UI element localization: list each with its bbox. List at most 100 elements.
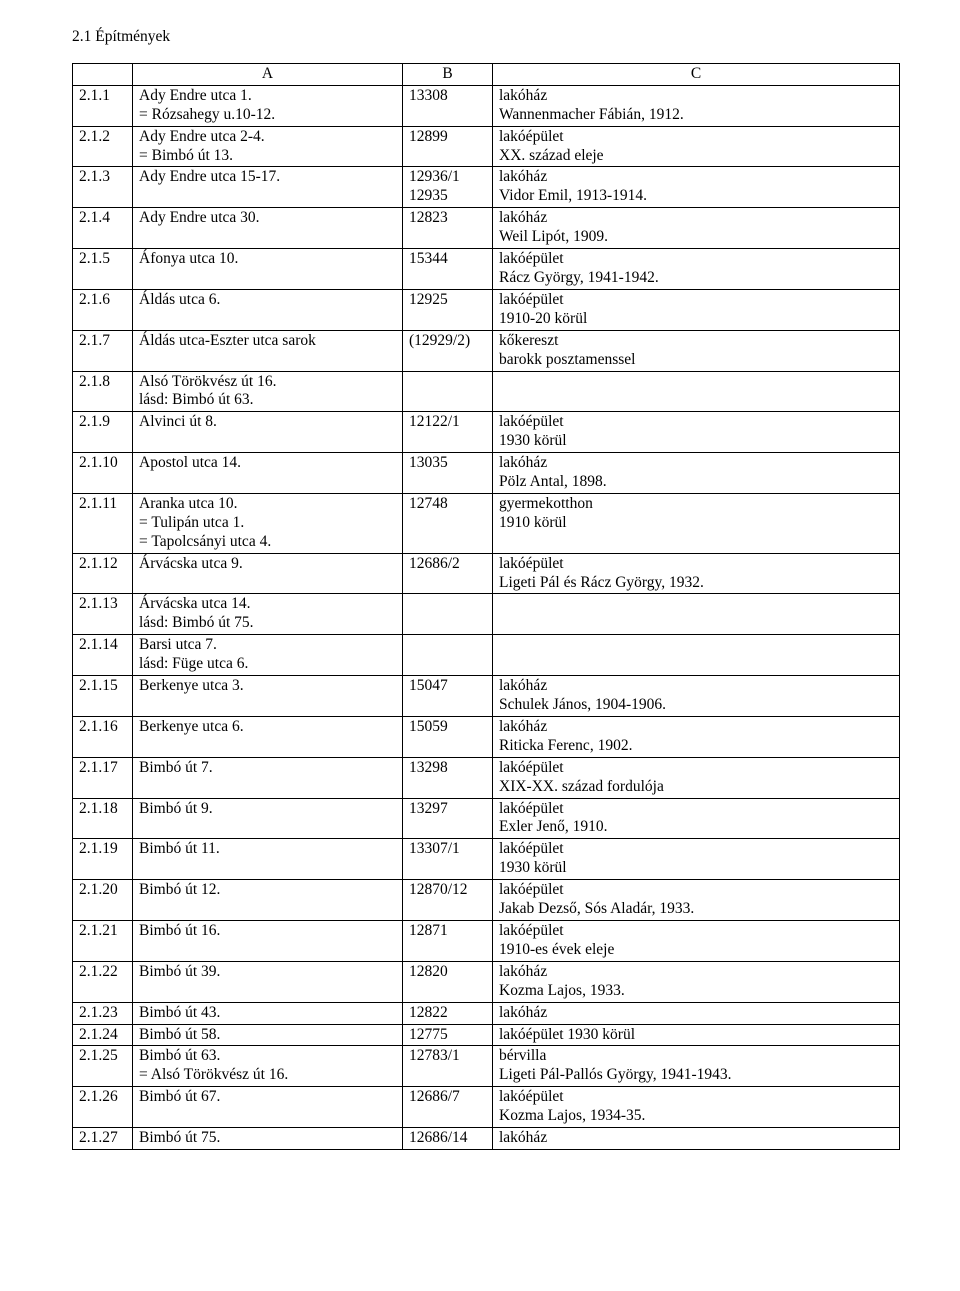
cell-index: 2.1.10 <box>73 453 133 494</box>
cell-text-line: Barsi utca 7. <box>139 636 396 655</box>
cell-index: 2.1.6 <box>73 289 133 330</box>
cell-parcel: 12925 <box>403 289 493 330</box>
table-row: 2.1.6Áldás utca 6.12925lakóépület1910-20… <box>73 289 900 330</box>
cell-text-line: 12686/2 <box>409 555 486 574</box>
cell-text-line: 1910-es évek eleje <box>499 941 893 960</box>
cell-description: lakóépület1930 körül <box>493 412 900 453</box>
cell-text-line: lakóház <box>499 454 893 473</box>
cell-text-line: Bimbó út 12. <box>139 881 396 900</box>
cell-text-line: Bimbó út 7. <box>139 759 396 778</box>
cell-parcel: 12820 <box>403 961 493 1002</box>
cell-text-line: lakóépület <box>499 922 893 941</box>
cell-parcel: 15344 <box>403 249 493 290</box>
cell-description: gyermekotthon1910 körül <box>493 493 900 553</box>
cell-index: 2.1.25 <box>73 1046 133 1087</box>
cell-index: 2.1.3 <box>73 167 133 208</box>
col-header-idx <box>73 63 133 85</box>
table-row: 2.1.1Ady Endre utca 1.= Rózsahegy u.10-1… <box>73 85 900 126</box>
cell-text-line: Weil Lipót, 1909. <box>499 228 893 247</box>
cell-parcel: 12870/12 <box>403 880 493 921</box>
cell-description: lakóházPölz Antal, 1898. <box>493 453 900 494</box>
cell-text-line: lakóépület 1930 körül <box>499 1026 893 1045</box>
cell-description: kőkeresztbarokk posztamenssel <box>493 330 900 371</box>
cell-address: Bimbó út 58. <box>133 1024 403 1046</box>
cell-text-line: Bimbó út 75. <box>139 1129 396 1148</box>
col-header-b: B <box>403 63 493 85</box>
cell-text-line: lakóépület <box>499 881 893 900</box>
cell-text-line: 1930 körül <box>499 859 893 878</box>
cell-text-line: lakóépület <box>499 555 893 574</box>
table-row: 2.1.21Bimbó út 16.12871lakóépület1910-es… <box>73 920 900 961</box>
cell-address: Áldás utca 6. <box>133 289 403 330</box>
cell-text-line: lakóház <box>499 1004 893 1023</box>
table-row: 2.1.26Bimbó út 67.12686/7lakóépületKozma… <box>73 1087 900 1128</box>
cell-description: lakóépületLigeti Pál és Rácz György, 193… <box>493 553 900 594</box>
cell-text-line: kőkereszt <box>499 332 893 351</box>
table-row: 2.1.5Áfonya utca 10.15344lakóépületRácz … <box>73 249 900 290</box>
cell-text-line: 13035 <box>409 454 486 473</box>
cell-text-line: Bimbó út 58. <box>139 1026 396 1045</box>
cell-text-line: Alvinci út 8. <box>139 413 396 432</box>
cell-text-line: lakóház <box>499 209 893 228</box>
cell-text-line: lakóház <box>499 963 893 982</box>
cell-text-line: Áldás utca-Eszter utca sarok <box>139 332 396 351</box>
cell-address: Árvácska utca 9. <box>133 553 403 594</box>
cell-address: Bimbó út 75. <box>133 1128 403 1150</box>
cell-text-line: 12870/12 <box>409 881 486 900</box>
cell-text-line: lásd: Füge utca 6. <box>139 655 396 674</box>
cell-index: 2.1.4 <box>73 208 133 249</box>
table-row: 2.1.11Aranka utca 10.= Tulipán utca 1.= … <box>73 493 900 553</box>
table-row: 2.1.13Árvácska utca 14.lásd: Bimbó út 75… <box>73 594 900 635</box>
cell-text-line: Bimbó út 43. <box>139 1004 396 1023</box>
cell-parcel: 12748 <box>403 493 493 553</box>
cell-parcel: 12783/1 <box>403 1046 493 1087</box>
cell-text-line: 1910 körül <box>499 514 893 533</box>
col-header-c: C <box>493 63 900 85</box>
cell-index: 2.1.12 <box>73 553 133 594</box>
cell-text-line: Kozma Lajos, 1933. <box>499 982 893 1001</box>
cell-address: Berkenye utca 3. <box>133 676 403 717</box>
cell-text-line: 15059 <box>409 718 486 737</box>
cell-text-line: Riticka Ferenc, 1902. <box>499 737 893 756</box>
table-header-row: A B C <box>73 63 900 85</box>
cell-address: Bimbó út 63.= Alsó Törökvész út 16. <box>133 1046 403 1087</box>
cell-address: Bimbó út 7. <box>133 757 403 798</box>
cell-index: 2.1.8 <box>73 371 133 412</box>
cell-text-line: Ligeti Pál-Pallós György, 1941-1943. <box>499 1066 893 1085</box>
table-row: 2.1.16Berkenye utca 6.15059lakóházRitick… <box>73 716 900 757</box>
cell-parcel: 12122/1 <box>403 412 493 453</box>
cell-text-line: 12936/1 <box>409 168 486 187</box>
cell-text-line: lakóépület <box>499 413 893 432</box>
document-page: 2.1 Építmények A B C 2.1.1Ady Endre utca… <box>0 0 960 1190</box>
cell-index: 2.1.19 <box>73 839 133 880</box>
cell-text-line: Pölz Antal, 1898. <box>499 473 893 492</box>
cell-address: Alsó Törökvész út 16.lásd: Bimbó út 63. <box>133 371 403 412</box>
cell-text-line: 12686/14 <box>409 1129 486 1148</box>
cell-index: 2.1.11 <box>73 493 133 553</box>
cell-text-line: 12935 <box>409 187 486 206</box>
cell-text-line: lakóépület <box>499 250 893 269</box>
cell-text-line: 12871 <box>409 922 486 941</box>
cell-text-line: lakóház <box>499 677 893 696</box>
cell-address: Ady Endre utca 30. <box>133 208 403 249</box>
table-row: 2.1.17Bimbó út 7.13298lakóépületXIX-XX. … <box>73 757 900 798</box>
cell-text-line: XX. század eleje <box>499 147 893 166</box>
cell-parcel <box>403 371 493 412</box>
cell-index: 2.1.15 <box>73 676 133 717</box>
cell-index: 2.1.24 <box>73 1024 133 1046</box>
cell-index: 2.1.9 <box>73 412 133 453</box>
cell-text-line: Árvácska utca 14. <box>139 595 396 614</box>
cell-description: lakóépület1910-es évek eleje <box>493 920 900 961</box>
cell-text-line: = Alsó Törökvész út 16. <box>139 1066 396 1085</box>
cell-text-line: 12686/7 <box>409 1088 486 1107</box>
cell-description: lakóépületJakab Dezső, Sós Aladár, 1933. <box>493 880 900 921</box>
cell-description: lakóépület 1930 körül <box>493 1024 900 1046</box>
cell-address: Barsi utca 7.lásd: Füge utca 6. <box>133 635 403 676</box>
cell-text-line: (12929/2) <box>409 332 486 351</box>
cell-text-line: Apostol utca 14. <box>139 454 396 473</box>
cell-text-line: Schulek János, 1904-1906. <box>499 696 893 715</box>
cell-parcel: 15059 <box>403 716 493 757</box>
cell-parcel: 12936/112935 <box>403 167 493 208</box>
cell-parcel: 13298 <box>403 757 493 798</box>
cell-text-line: Bimbó út 39. <box>139 963 396 982</box>
